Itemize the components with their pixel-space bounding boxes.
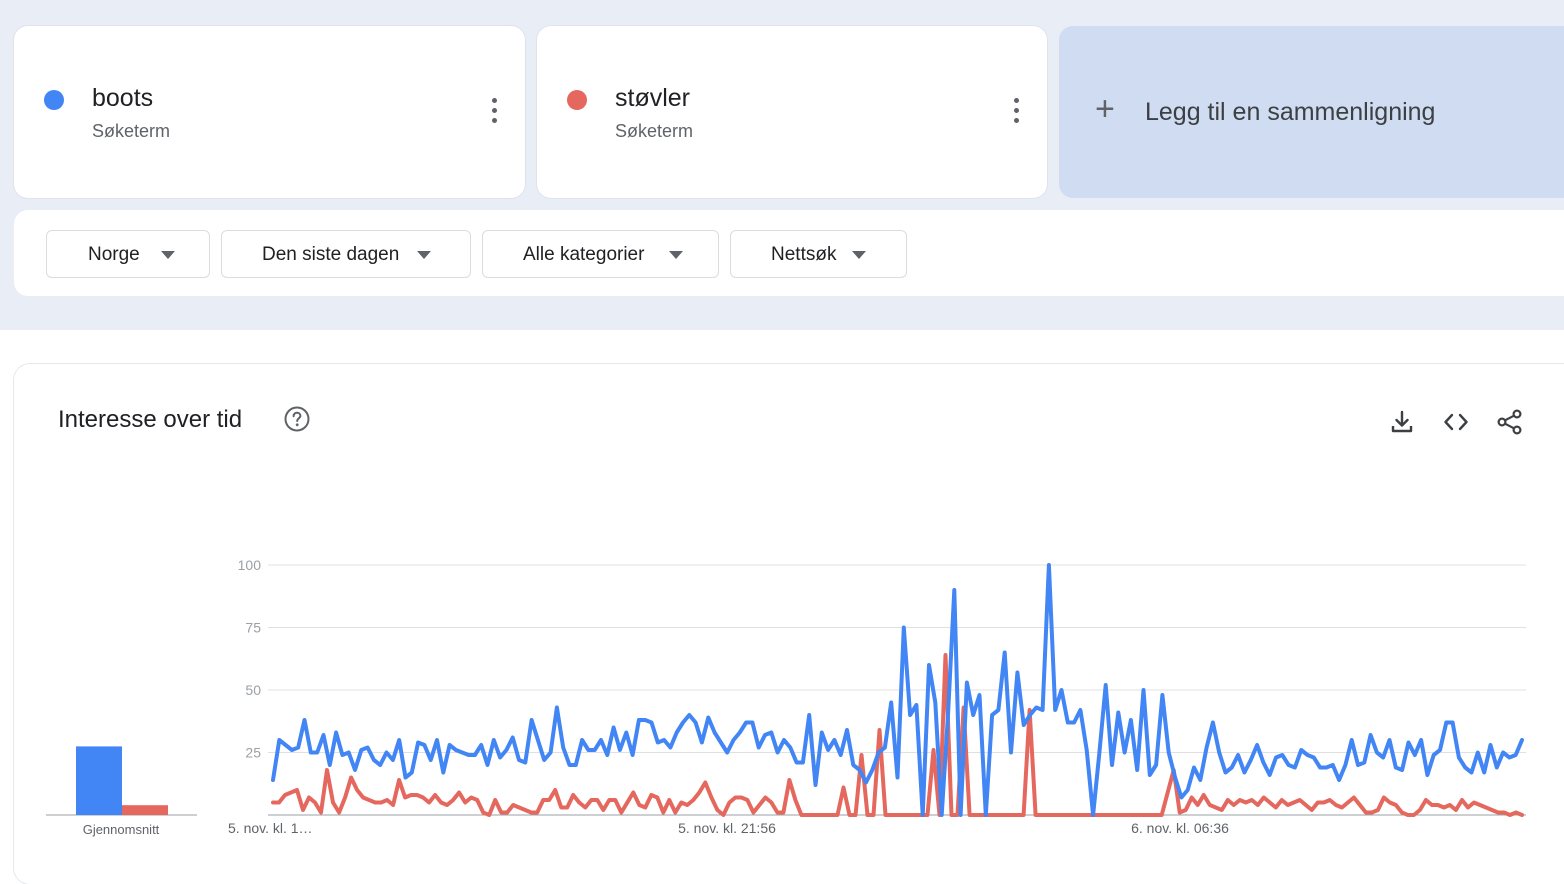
dropdown-arrow-icon	[852, 251, 866, 259]
term-name[interactable]: støvler	[615, 84, 690, 112]
share-icon[interactable]	[1496, 408, 1524, 436]
filter-category[interactable]: Alle kategorier	[482, 230, 719, 278]
interest-line-chart: 25 50 75 100 5. nov. kl. 1… 5. nov. kl. 21:56…	[228, 557, 1526, 836]
x-tick-label: 5. nov. kl. 1…	[228, 820, 313, 836]
more-options-icon[interactable]	[487, 98, 501, 126]
filter-bar: Norge Den siste dagen Alle kategorier Ne…	[14, 210, 1564, 296]
x-tick-label: 5. nov. kl. 21:56	[678, 820, 776, 836]
help-icon[interactable]	[284, 406, 310, 432]
average-label: Gjennomsnitt	[83, 822, 160, 837]
series-color-dot-stovler	[567, 90, 587, 110]
term-name[interactable]: boots	[92, 84, 154, 112]
average-bar-boots	[76, 746, 122, 815]
panel-title: Interesse over tid	[58, 406, 243, 433]
average-bar-støvler	[122, 805, 168, 815]
dropdown-arrow-icon	[417, 251, 431, 259]
interest-over-time-panel: Interesse over tid	[14, 364, 1564, 884]
add-comparison-button[interactable]: + Legg til en sammenligning	[1059, 26, 1564, 198]
y-tick-label: 50	[245, 682, 261, 698]
embed-code-icon[interactable]	[1442, 408, 1470, 436]
term-card-stovler[interactable]: støvler Søketerm	[537, 26, 1047, 198]
filter-label: Norge	[88, 244, 140, 265]
series-color-dot-boots	[44, 90, 64, 110]
y-tick-label: 25	[245, 745, 261, 761]
y-tick-label: 100	[238, 557, 262, 573]
filter-time-range[interactable]: Den siste dagen	[221, 230, 471, 278]
filter-region[interactable]: Norge	[46, 230, 210, 278]
more-options-icon[interactable]	[1009, 98, 1023, 126]
term-card-boots[interactable]: boots Søketerm	[14, 26, 525, 198]
filter-label: Den siste dagen	[262, 244, 400, 265]
add-comparison-label: Legg til en sammenligning	[1145, 98, 1436, 126]
dropdown-arrow-icon	[161, 251, 175, 259]
plus-icon: +	[1095, 90, 1115, 128]
filter-label: Nettsøk	[771, 244, 837, 265]
x-tick-label: 6. nov. kl. 06:36	[1131, 820, 1229, 836]
term-subtitle: Søketerm	[615, 121, 694, 141]
trend-charts: Gjennomsnitt 25 50 75 100 5. nov. kl. 1… 5. n…	[46, 557, 1526, 837]
y-tick-label: 75	[245, 620, 261, 636]
download-icon[interactable]	[1388, 408, 1416, 436]
series-line-støvler	[271, 653, 1524, 817]
filter-label: Alle kategorier	[523, 244, 645, 265]
series-line-boots	[271, 563, 1524, 817]
term-subtitle: Søketerm	[92, 121, 171, 141]
average-bar-chart: Gjennomsnitt	[46, 746, 197, 837]
filter-search-type[interactable]: Nettsøk	[730, 230, 907, 278]
dropdown-arrow-icon	[669, 251, 683, 259]
